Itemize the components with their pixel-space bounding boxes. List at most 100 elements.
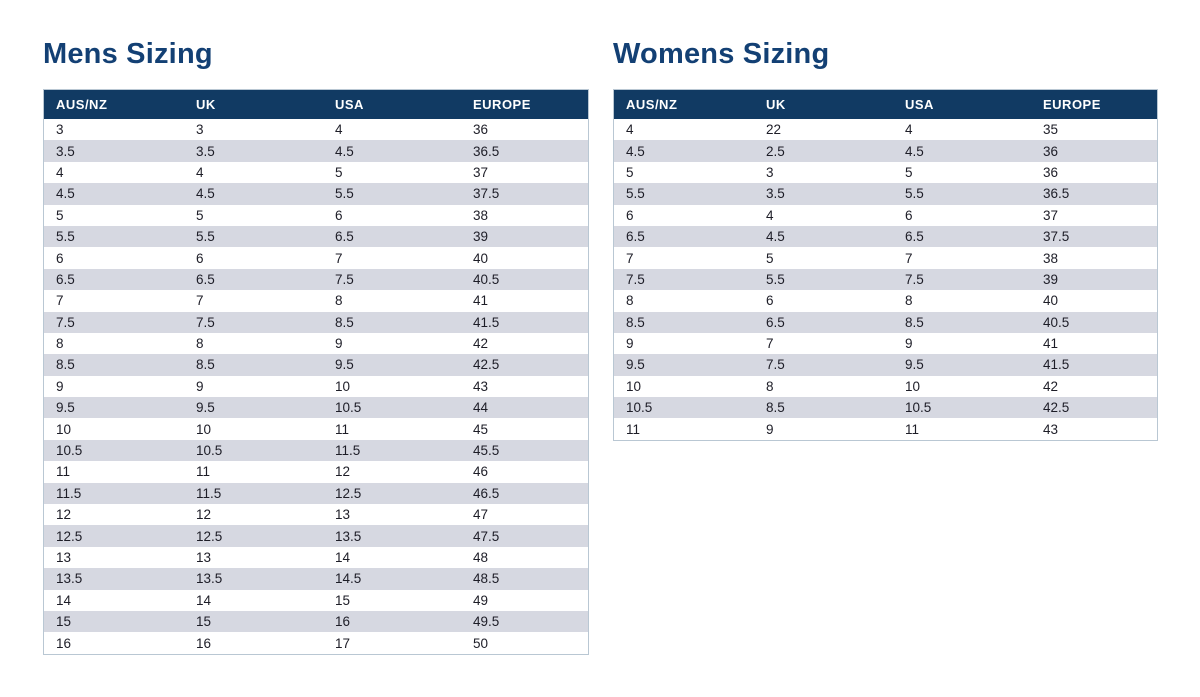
table-cell: 36 <box>1043 164 1059 180</box>
table-cell: 45.5 <box>473 443 500 459</box>
table-cell: 7.5 <box>335 271 354 287</box>
table-cell: 12.5 <box>335 485 362 501</box>
table-cell: 11.5 <box>56 485 82 501</box>
table-row: 8 6 8 40 <box>614 290 1157 312</box>
table-cell: 6 <box>766 293 774 309</box>
table-cell: 10.5 <box>626 400 653 416</box>
table-row: 5 3 5 36 <box>614 161 1157 184</box>
table-cell: 44 <box>473 400 489 416</box>
table-cell: 14 <box>56 592 72 608</box>
table-cell: 4 <box>905 122 913 138</box>
table-cell: 6.5 <box>766 314 785 330</box>
table-cell: 11.5 <box>196 485 222 501</box>
table-row: 9.5 9.5 10.5 44 <box>44 397 588 419</box>
table-row: 7 7 8 41 <box>44 290 588 312</box>
table-cell: 46.5 <box>473 485 500 501</box>
table-cell: 13.5 <box>335 528 362 544</box>
table-cell: 7.5 <box>196 314 215 330</box>
table-cell: 7 <box>905 250 913 266</box>
table-cell: 37 <box>1043 207 1059 223</box>
table-row: 5.5 3.5 5.5 36.5 <box>614 183 1157 205</box>
table-cell: 13.5 <box>56 571 83 587</box>
table-cell: 46 <box>473 464 489 480</box>
table-cell: 36.5 <box>1043 186 1070 202</box>
table-cell: 38 <box>473 207 489 223</box>
table-cell: 10 <box>905 378 921 394</box>
table-cell: 35 <box>1043 122 1059 138</box>
table-row: 9 7 9 41 <box>614 332 1157 355</box>
column-header: UK <box>184 90 323 119</box>
table-cell: 42 <box>473 336 489 352</box>
table-cell: 42.5 <box>1043 400 1070 416</box>
column-header: EUROPE <box>1031 90 1157 119</box>
table-cell: 12 <box>56 507 72 523</box>
table-cell: 9 <box>626 336 634 352</box>
table-row: 6 4 6 37 <box>614 204 1157 226</box>
table-cell: 6 <box>335 207 343 223</box>
table-cell: 37.5 <box>473 186 500 202</box>
table-cell: 8.5 <box>56 357 75 373</box>
table-cell: 7.5 <box>766 357 785 373</box>
table-cell: 8.5 <box>196 357 215 373</box>
table-cell: 6 <box>56 250 64 266</box>
table-row: 10.5 10.5 11.5 45.5 <box>44 439 588 462</box>
table-cell: 16 <box>196 635 212 651</box>
table-cell: 4.5 <box>335 143 354 159</box>
table-cell: 37.5 <box>1043 229 1070 245</box>
table-cell: 4.5 <box>766 229 785 245</box>
table-cell: 41.5 <box>473 314 500 330</box>
table-cell: 42 <box>1043 378 1059 394</box>
table-row: 10 10 11 45 <box>44 418 588 440</box>
table-cell: 13 <box>196 550 212 565</box>
column-header: USA <box>323 90 461 119</box>
header-row: AUS/NZ UK USA EUROPE <box>44 90 588 119</box>
table-cell: 40.5 <box>1043 314 1070 330</box>
table-cell: 48.5 <box>473 571 500 587</box>
table-row: 7.5 5.5 7.5 39 <box>614 268 1157 291</box>
table-cell: 43 <box>473 378 489 394</box>
table-cell: 5 <box>196 207 204 223</box>
table-cell: 7.5 <box>626 271 645 287</box>
table-cell: 11 <box>56 464 71 480</box>
table-cell: 7 <box>196 293 204 309</box>
table-cell: 15 <box>335 592 351 608</box>
table-row: 8.5 8.5 9.5 42.5 <box>44 354 588 376</box>
table-cell: 37 <box>473 164 489 180</box>
table-cell: 4 <box>56 164 64 180</box>
table-cell: 8 <box>766 378 774 394</box>
table-cell: 10 <box>56 421 72 437</box>
table-cell: 7.5 <box>905 271 924 287</box>
table-cell: 2.5 <box>766 143 785 159</box>
table-row: 15 15 16 49.5 <box>44 610 588 633</box>
table-cell: 16 <box>56 635 72 651</box>
table-cell: 12.5 <box>196 528 223 544</box>
table-cell: 48 <box>473 550 489 565</box>
table-cell: 9.5 <box>56 400 75 416</box>
table-cell: 8 <box>56 336 64 352</box>
table-cell: 40 <box>473 250 489 266</box>
table-cell: 6.5 <box>626 229 645 245</box>
column-header: UK <box>754 90 893 119</box>
table-cell: 16 <box>335 614 351 630</box>
table-cell: 49 <box>473 592 489 608</box>
womens-sizing-section: Womens Sizing AUS/NZ UK USA EUROPE 4 22 4 35 4.… <box>613 38 1158 441</box>
table-cell: 7 <box>766 336 774 352</box>
table-cell: 5.5 <box>626 186 645 202</box>
table-cell: 49.5 <box>473 614 500 630</box>
table-cell: 4.5 <box>905 143 924 159</box>
table-cell: 6.5 <box>56 271 75 287</box>
table-cell: 4 <box>626 122 634 138</box>
column-header: EUROPE <box>461 90 588 119</box>
table-cell: 4 <box>196 164 204 180</box>
table-row: 13.5 13.5 14.5 48.5 <box>44 568 588 590</box>
table-row: 12 12 13 47 <box>44 504 588 526</box>
table-row: 4 4 5 37 <box>44 161 588 184</box>
table-cell: 6.5 <box>905 229 924 245</box>
table-cell: 43 <box>1043 421 1059 437</box>
table-row: 9 9 10 43 <box>44 375 588 398</box>
table-cell: 12 <box>196 507 212 523</box>
table-cell: 3 <box>56 122 64 138</box>
table-cell: 8 <box>626 293 634 309</box>
table-cell: 6 <box>626 207 634 223</box>
table-row: 8.5 6.5 8.5 40.5 <box>614 311 1157 333</box>
